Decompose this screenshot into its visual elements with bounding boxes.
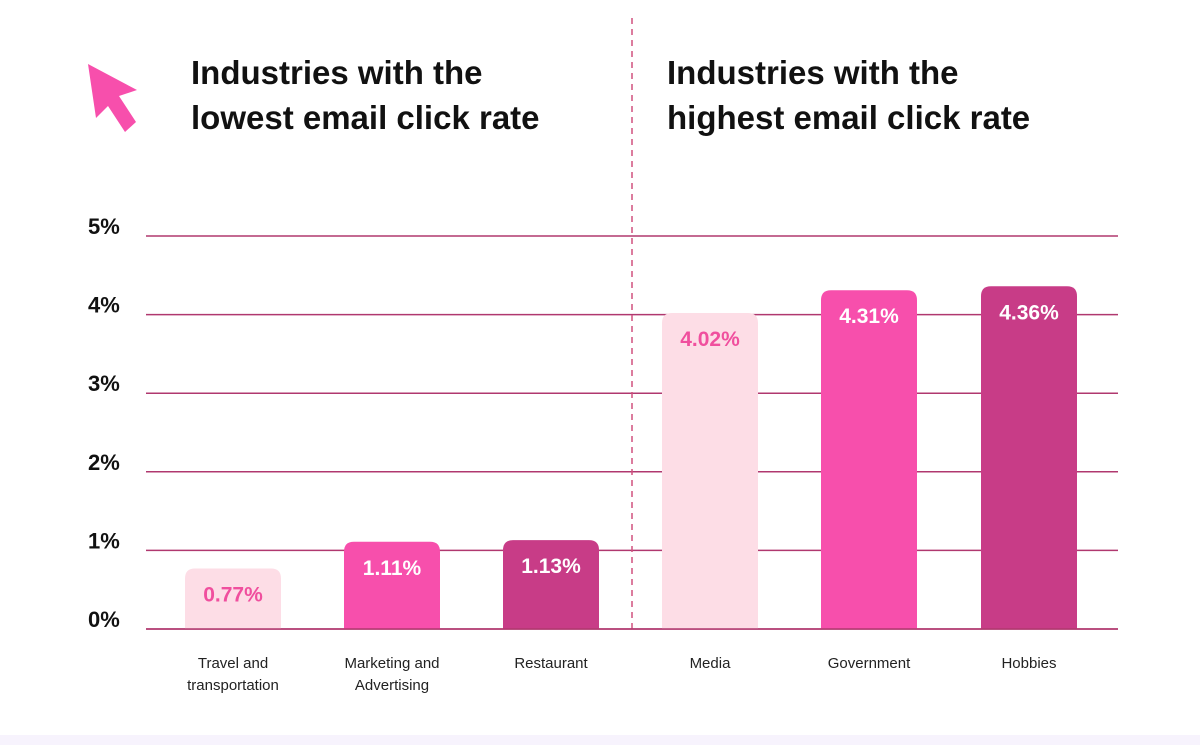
x-tick-label: Restaurant bbox=[514, 655, 588, 672]
y-tick-label: 3% bbox=[88, 371, 120, 396]
data-label: 4.31% bbox=[839, 305, 899, 328]
bar bbox=[821, 290, 917, 629]
x-tick-label: Marketing and bbox=[344, 655, 439, 672]
y-tick-label: 4% bbox=[88, 293, 120, 318]
bar bbox=[185, 568, 281, 629]
right-title-line: Industries with the bbox=[667, 54, 959, 91]
x-tick-label: Media bbox=[690, 655, 732, 672]
bar bbox=[503, 540, 599, 629]
x-tick-label: Government bbox=[828, 655, 911, 672]
cursor-arrow-icon bbox=[88, 64, 137, 132]
y-tick-label: 2% bbox=[88, 450, 120, 475]
bar bbox=[662, 313, 758, 629]
x-tick-label: Hobbies bbox=[1001, 655, 1056, 672]
data-label: 1.11% bbox=[363, 557, 422, 580]
bar bbox=[344, 541, 440, 629]
x-tick-label: Advertising bbox=[355, 677, 429, 694]
left-title-line: Industries with the bbox=[191, 54, 483, 91]
x-tick-label: transportation bbox=[187, 677, 279, 694]
y-tick-label: 1% bbox=[88, 528, 120, 553]
right-title: Industries with the highest email click … bbox=[667, 50, 1030, 140]
data-label: 4.02% bbox=[680, 328, 740, 351]
left-title-line: lowest email click rate bbox=[191, 99, 540, 136]
data-label: 1.13% bbox=[521, 555, 581, 578]
left-title: Industries with the lowest email click r… bbox=[191, 50, 540, 140]
y-tick-label: 5% bbox=[88, 214, 120, 239]
bar bbox=[981, 286, 1077, 629]
data-label: 0.77% bbox=[203, 583, 263, 606]
x-tick-label: Travel and bbox=[198, 655, 268, 672]
y-tick-label: 0% bbox=[88, 607, 120, 632]
data-label: 4.36% bbox=[999, 301, 1059, 324]
bottom-strip bbox=[0, 735, 1200, 745]
right-title-line: highest email click rate bbox=[667, 99, 1031, 136]
